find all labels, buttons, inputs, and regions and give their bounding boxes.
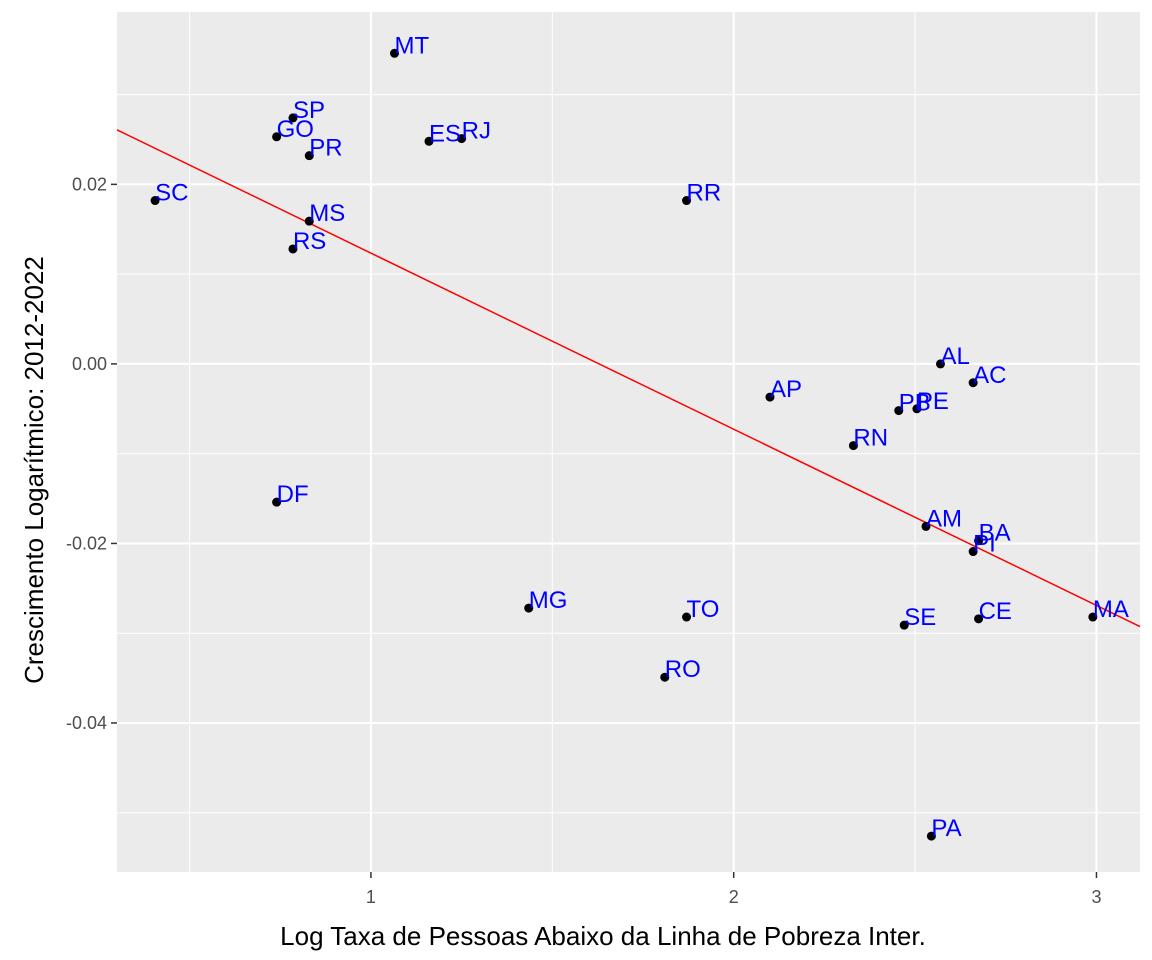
minor-gridlines <box>117 12 1140 872</box>
y-tick-label: 0.00 <box>72 354 107 374</box>
data-point-ce <box>974 614 984 624</box>
point-label-sp: SP <box>293 97 325 124</box>
point-label-ac: AC <box>973 362 1006 389</box>
data-point-ma <box>1088 612 1098 622</box>
trendline-group <box>116 129 1141 628</box>
point-label-sc: SC <box>155 180 188 207</box>
point-label-pi: PI <box>973 531 996 558</box>
x-tick-label: 2 <box>729 887 739 907</box>
y-tick-label: -0.02 <box>66 533 107 553</box>
point-label-al: AL <box>940 343 969 370</box>
data-point-pa <box>926 831 936 841</box>
data-point-mg <box>524 603 534 613</box>
data-point-pr <box>304 151 314 161</box>
data-point-ba <box>974 536 984 546</box>
data-point-rr <box>682 196 692 206</box>
point-label-pa: PA <box>931 815 961 842</box>
point-label-rj: RJ <box>462 118 491 145</box>
data-point-se <box>899 620 909 630</box>
data-point-rj <box>457 134 467 144</box>
y-axis-title: Crescimento Logarítmico: 2012-2022 <box>19 256 49 684</box>
data-point-mt <box>390 48 400 58</box>
x-tick-label: 1 <box>366 887 376 907</box>
data-point-ap <box>765 392 775 402</box>
data-points <box>150 48 1098 841</box>
point-label-pe: PE <box>917 388 949 415</box>
data-point-pe <box>912 404 922 414</box>
data-point-am <box>921 521 931 531</box>
point-label-mt: MT <box>395 32 430 59</box>
point-label-ce: CE <box>979 598 1012 625</box>
data-point-sp <box>288 113 298 123</box>
point-label-ma: MA <box>1093 596 1129 623</box>
data-point-al <box>935 359 945 369</box>
point-label-ap: AP <box>770 376 802 403</box>
x-tick-label: 3 <box>1091 887 1101 907</box>
axis-ticks: 1 2 3 0.02 0.00 -0.02 -0.04 <box>66 174 1102 907</box>
point-label-es: ES <box>429 120 461 147</box>
point-label-pr: PR <box>309 135 342 162</box>
major-gridlines <box>117 12 1140 872</box>
point-label-ms: MS <box>309 200 345 227</box>
data-point-pb <box>894 406 904 416</box>
trendline <box>116 129 1141 628</box>
data-point-es <box>424 136 434 146</box>
plot-panel <box>117 12 1140 872</box>
point-label-rn: RN <box>853 425 888 452</box>
data-point-rs <box>288 244 298 254</box>
point-label-se: SE <box>904 604 936 631</box>
data-point-ro <box>660 672 670 682</box>
data-point-df <box>272 497 282 507</box>
data-point-ac <box>968 378 978 388</box>
y-tick-label: -0.04 <box>66 713 107 733</box>
x-axis-title: Log Taxa de Pessoas Abaixo da Linha de P… <box>280 921 926 951</box>
point-label-df: DF <box>277 481 309 508</box>
point-label-rs: RS <box>293 228 326 255</box>
point-label-am: AM <box>926 505 962 532</box>
point-label-ba: BA <box>979 520 1011 547</box>
point-label-pb: PB <box>899 390 931 417</box>
y-tick-label: 0.02 <box>72 174 107 194</box>
data-point-to <box>682 612 692 622</box>
data-point-ms <box>304 216 314 226</box>
point-label-to: TO <box>687 596 720 623</box>
data-point-rn <box>848 441 858 451</box>
data-point-pi <box>968 547 978 557</box>
point-label-mg: MG <box>529 587 568 614</box>
data-point-sc <box>150 196 160 206</box>
point-label-ro: RO <box>665 656 701 683</box>
point-label-go: GO <box>277 116 314 143</box>
point-label-rr: RR <box>687 180 722 207</box>
data-point-go <box>272 132 282 142</box>
